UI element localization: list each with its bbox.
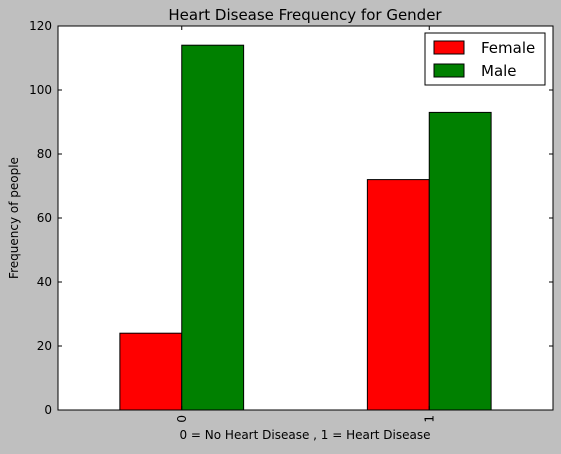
y-tick-label: 20 xyxy=(37,339,52,353)
bar-female-1 xyxy=(366,179,430,411)
plot-frame xyxy=(57,25,554,411)
y-tick-label: 60 xyxy=(37,211,52,225)
y-tick-label: 0 xyxy=(44,403,52,417)
y-tick-label: 120 xyxy=(29,19,52,33)
legend: Female Male xyxy=(424,32,546,86)
x-tick-label: 0 xyxy=(175,415,189,423)
y-axis-label: Frequency of people xyxy=(7,157,21,279)
legend-label-female: Female xyxy=(481,39,535,57)
y-tick-label: 40 xyxy=(37,275,52,289)
legend-swatch-female xyxy=(433,40,465,55)
x-tick-label: 1 xyxy=(422,415,436,423)
chart-title: Heart Disease Frequency for Gender xyxy=(168,6,442,24)
bar-male-1 xyxy=(428,111,492,411)
bar-female-0 xyxy=(119,332,183,411)
y-tick-label: 80 xyxy=(37,147,52,161)
legend-swatch-male xyxy=(433,63,465,78)
x-axis-label: 0 = No Heart Disease , 1 = Heart Disease xyxy=(179,428,430,442)
bar-male-0 xyxy=(181,44,245,411)
legend-label-male: Male xyxy=(481,62,517,80)
bars-group xyxy=(119,44,492,411)
y-tick-label: 100 xyxy=(29,83,52,97)
